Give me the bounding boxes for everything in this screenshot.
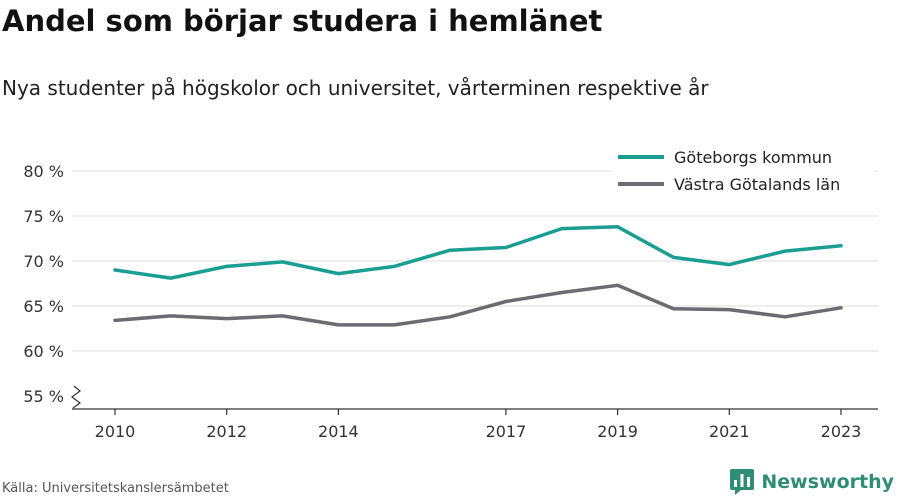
legend-box bbox=[612, 140, 874, 200]
y-tick-label: 65 % bbox=[23, 297, 64, 316]
source-note: Källa: Universitetskanslersämbetet bbox=[2, 481, 229, 496]
x-tick-label: 2023 bbox=[821, 422, 862, 441]
x-tick-label: 2014 bbox=[318, 422, 359, 441]
brand-name: Newsworthy bbox=[761, 471, 894, 493]
legend-label: Västra Götalands län bbox=[674, 175, 840, 194]
axis-break-icon bbox=[71, 385, 82, 409]
series-line-2 bbox=[113, 283, 843, 327]
y-tick-label: 80 % bbox=[23, 162, 64, 181]
chart-subtitle: Nya studenter på högskolor och universit… bbox=[2, 76, 709, 100]
legend-label: Göteborgs kommun bbox=[674, 148, 832, 167]
x-tick-label: 2021 bbox=[709, 422, 750, 441]
chart-title: Andel som börjar studera i hemlänet bbox=[2, 4, 603, 38]
y-tick-label: 60 % bbox=[23, 342, 64, 361]
y-tick-label: 75 % bbox=[23, 207, 64, 226]
x-tick-label: 2012 bbox=[206, 422, 247, 441]
y-tick-label: 55 % bbox=[23, 387, 64, 406]
x-tick-label: 2019 bbox=[597, 422, 638, 441]
x-tick-label: 2010 bbox=[95, 422, 136, 441]
y-tick-label: 70 % bbox=[23, 252, 64, 271]
bar-chart-logo-icon bbox=[730, 469, 755, 495]
brand-logo: Newsworthy bbox=[730, 469, 894, 495]
x-tick-label: 2017 bbox=[486, 422, 527, 441]
series-line-1 bbox=[113, 225, 843, 280]
